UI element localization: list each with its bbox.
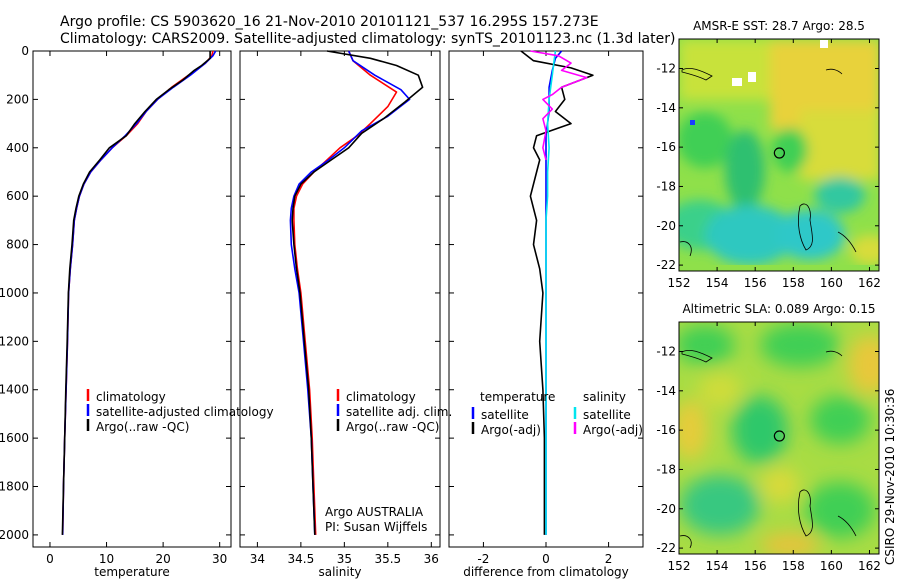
map-y-tick-label: -14 bbox=[656, 101, 676, 115]
y-tick-label: 1200 bbox=[0, 334, 29, 348]
legend-label: Argo(..raw -QC) bbox=[346, 420, 439, 434]
profile-panels: 0 10 20 30020040060080010001200140016001800… bbox=[0, 44, 644, 579]
sla-map: Altimetric SLA: 0.089 Argo: 0.15 bbox=[656, 302, 881, 573]
map-y-tick-label: -16 bbox=[656, 423, 676, 437]
panel-salinity: 34 34.5 35 35.5 36 salinity climatologysatelli… bbox=[239, 50, 452, 579]
annotation-line: Argo AUSTRALIA bbox=[325, 505, 424, 519]
sla-map-field bbox=[679, 322, 879, 554]
y-tick-label: 400 bbox=[6, 141, 29, 155]
sst-map-title: AMSR-E SST: 28.7 Argo: 28.5 bbox=[693, 19, 865, 33]
y-tick-label: 600 bbox=[6, 189, 29, 203]
x-tick-label: 30 bbox=[212, 552, 227, 566]
legend-label: satellite-adjusted climatology bbox=[96, 405, 274, 419]
x-tick-label: 35.5 bbox=[374, 552, 401, 566]
x-tick-label: 0 bbox=[46, 552, 54, 566]
map-x-tick-label: 160 bbox=[820, 559, 843, 573]
legend-label: climatology bbox=[346, 390, 416, 404]
map-x-tick-label: 156 bbox=[744, 276, 767, 290]
map-y-tick-label: -20 bbox=[656, 219, 676, 233]
x-axis-label: difference from climatology bbox=[463, 565, 629, 579]
x-axis-label: salinity bbox=[318, 565, 361, 579]
map-x-tick-label: 158 bbox=[782, 559, 805, 573]
legend-label: Argo(-adj) bbox=[583, 423, 643, 437]
x-tick-label: 36 bbox=[424, 552, 439, 566]
plot-frame bbox=[32, 50, 232, 548]
map-x-tick-label: 154 bbox=[706, 276, 729, 290]
argo-location-marker bbox=[773, 147, 785, 159]
legend-title: temperature bbox=[480, 390, 555, 404]
y-tick-label: 2000 bbox=[0, 528, 29, 542]
series-line bbox=[61, 51, 211, 535]
x-tick-label: -2 bbox=[477, 552, 489, 566]
x-tick-label: 20 bbox=[155, 552, 170, 566]
map-x-tick-label: 152 bbox=[668, 559, 691, 573]
map-x-tick-label: 162 bbox=[858, 276, 881, 290]
x-tick-label: 35 bbox=[337, 552, 352, 566]
legend-label: satellite bbox=[481, 408, 529, 422]
legend-title: salinity bbox=[583, 390, 626, 404]
series-line bbox=[530, 50, 588, 161]
x-tick-label: 2 bbox=[605, 552, 613, 566]
x-tick-label: 0 bbox=[542, 552, 550, 566]
x-tick-label: 34.5 bbox=[288, 552, 315, 566]
plot-frame bbox=[239, 50, 441, 548]
map-y-tick-label: -18 bbox=[656, 179, 676, 193]
map-x-tick-label: 158 bbox=[782, 276, 805, 290]
header-subtitle: Climatology: CARS2009. Satellite-adjuste… bbox=[60, 31, 675, 47]
map-y-tick-label: -16 bbox=[656, 140, 676, 154]
legend-label: Argo(-adj) bbox=[481, 423, 541, 437]
map-x-tick-label: 152 bbox=[668, 276, 691, 290]
credit-footer: CSIRO 29-Nov-2010 10:30:36 bbox=[883, 389, 897, 565]
map-x-tick-label: 160 bbox=[820, 276, 843, 290]
y-tick-label: 1000 bbox=[0, 286, 29, 300]
series-line bbox=[61, 50, 217, 535]
y-tick-label: 1600 bbox=[0, 431, 29, 445]
map-y-tick-label: -20 bbox=[656, 502, 676, 516]
annotation-line: PI: Susan Wijffels bbox=[325, 520, 427, 534]
series-line bbox=[545, 50, 557, 535]
legend-label: climatology bbox=[96, 390, 166, 404]
x-axis-label: temperature bbox=[94, 565, 169, 579]
y-tick-label: 1800 bbox=[0, 480, 29, 494]
sst-map: AMSR-E SST: 28.7 Argo: 28.5 bbox=[656, 19, 881, 290]
map-y-tick-label: -12 bbox=[656, 344, 676, 358]
header-title: Argo profile: CS 5903620_16 21-Nov-2010 … bbox=[60, 14, 599, 30]
map-x-tick-label: 154 bbox=[706, 559, 729, 573]
panel-temperature: 0 10 20 30 0 200 400 600 800 1000 1200 1400 1600 1800… bbox=[0, 44, 274, 579]
series-line bbox=[291, 50, 424, 535]
x-tick-label: 34 bbox=[250, 552, 265, 566]
map-y-tick-label: -12 bbox=[656, 61, 676, 75]
legend-label: satellite adj. clim. bbox=[346, 405, 452, 419]
x-tick-label: 10 bbox=[99, 552, 114, 566]
legend-label: Argo(..raw -QC) bbox=[96, 420, 189, 434]
y-tick-label: 800 bbox=[6, 238, 29, 252]
map-y-tick-label: -18 bbox=[656, 462, 676, 476]
y-tick-label: 200 bbox=[6, 92, 29, 106]
series-line bbox=[520, 50, 594, 535]
map-x-tick-label: 162 bbox=[858, 559, 881, 573]
sst-map-field bbox=[679, 39, 879, 271]
sla-map-title: Altimetric SLA: 0.089 Argo: 0.15 bbox=[682, 302, 875, 316]
y-tick-label: 0 bbox=[21, 44, 29, 58]
argo-location-marker bbox=[773, 430, 785, 442]
series-line bbox=[289, 50, 411, 535]
series-line bbox=[61, 50, 214, 535]
map-y-tick-label: -22 bbox=[656, 258, 676, 272]
map-y-tick-label: -14 bbox=[656, 384, 676, 398]
y-tick-label: 1400 bbox=[0, 383, 29, 397]
map-x-tick-label: 156 bbox=[744, 559, 767, 573]
legend: temperature salinitysatelliteArgo(-adj)sa… bbox=[471, 390, 643, 437]
series-line bbox=[293, 50, 398, 535]
legend-label: satellite bbox=[583, 408, 631, 422]
map-y-tick-label: -22 bbox=[656, 541, 676, 555]
